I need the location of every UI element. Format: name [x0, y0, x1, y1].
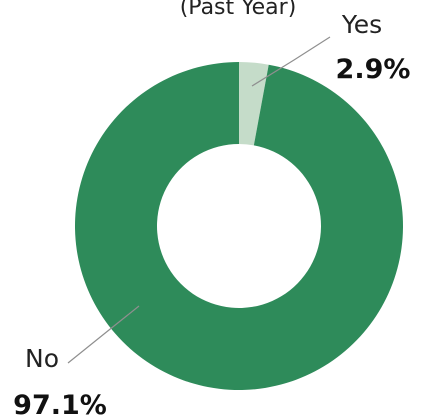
- leader-line-yes: [251, 36, 331, 87]
- chart-title: (Past Year): [180, 0, 297, 20]
- slice-label-yes: Yes: [341, 10, 382, 39]
- slice-yes: [239, 62, 269, 146]
- slice-value-no: 97.1%: [13, 390, 107, 420]
- donut-slices: [74, 62, 403, 391]
- slice-no: [74, 62, 403, 391]
- leader-line-no: [67, 305, 140, 364]
- slice-label-no: No: [25, 344, 59, 373]
- slice-value-yes: 2.9%: [336, 54, 411, 85]
